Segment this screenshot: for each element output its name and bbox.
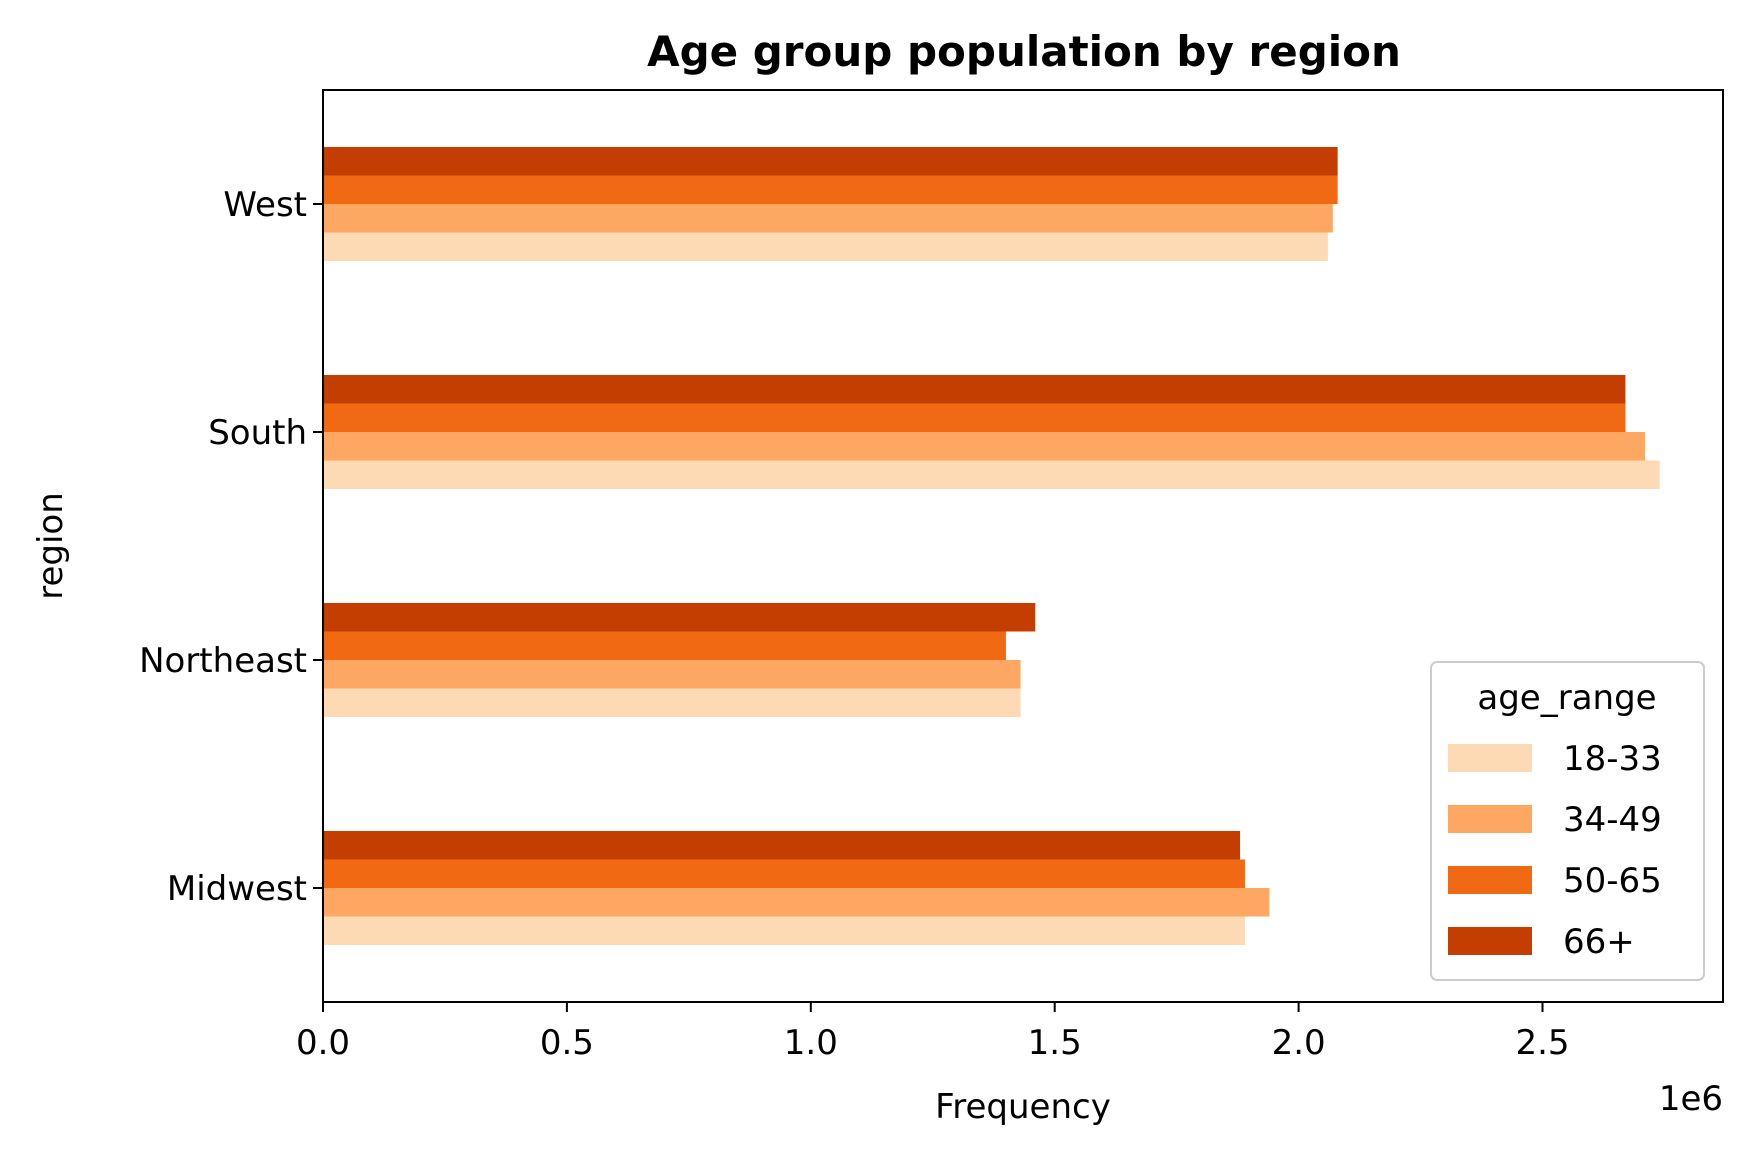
bar-west-66plus [323,147,1338,176]
y-tick-label-northeast: Northeast [139,641,307,681]
bar-west-50-65 [323,175,1338,204]
bar-south-34-49 [323,432,1645,461]
legend-title: age_range [1477,678,1656,718]
y-tick-label-west: West [223,185,307,225]
x-tick-label: 1.0 [784,1023,838,1063]
x-tick-label: 0.0 [296,1023,350,1063]
legend-swatch [1448,866,1532,894]
bar-midwest-50-65 [323,859,1245,888]
x-tick-label: 1.5 [1028,1023,1082,1063]
x-tick-label: 0.5 [540,1023,594,1063]
plot-frame [322,89,1724,1003]
x-tick-label: 2.0 [1272,1023,1326,1063]
bar-west-18-33 [323,232,1328,261]
legend-label: 18-33 [1563,739,1662,779]
x-axis-offset-label: 1e6 [1659,1079,1723,1119]
legend-swatch [1448,805,1532,833]
legend-label: 34-49 [1563,800,1662,840]
y-axis-label: region [31,492,71,600]
legend-swatch [1448,744,1532,772]
y-tick-label-south: South [208,413,307,453]
bar-northeast-50-65 [323,631,1006,660]
y-axis-ticks: Midwest Northeast South West [139,185,323,909]
bar-south-18-33 [323,460,1660,489]
bar-midwest-18-33 [323,916,1245,945]
x-tick-label: 2.5 [1515,1023,1569,1063]
legend-label: 50-65 [1563,861,1662,901]
legend-frame [1430,661,1705,981]
legend: age_range 18-33 34-49 50-65 66+ [1430,661,1705,981]
x-axis-ticks: 0.0 0.5 1.0 1.5 2.0 2.5 [296,1002,1570,1063]
legend-items: 18-33 34-49 50-65 66+ [1448,739,1662,962]
bar-south-66plus [323,375,1626,404]
bar-northeast-18-33 [323,688,1021,717]
bar-south-50-65 [323,403,1626,432]
bar-northeast-66plus [323,603,1036,632]
x-axis-label: Frequency [935,1087,1111,1127]
legend-swatch [1448,927,1532,955]
bar-northeast-34-49 [323,660,1021,689]
bars-group [323,147,1660,945]
bar-midwest-34-49 [323,888,1270,917]
bar-west-34-49 [323,204,1333,233]
chart-title: Age group population by region [647,27,1401,76]
bar-midwest-66plus [323,831,1241,860]
y-tick-label-midwest: Midwest [167,869,307,909]
legend-label: 66+ [1563,922,1635,962]
